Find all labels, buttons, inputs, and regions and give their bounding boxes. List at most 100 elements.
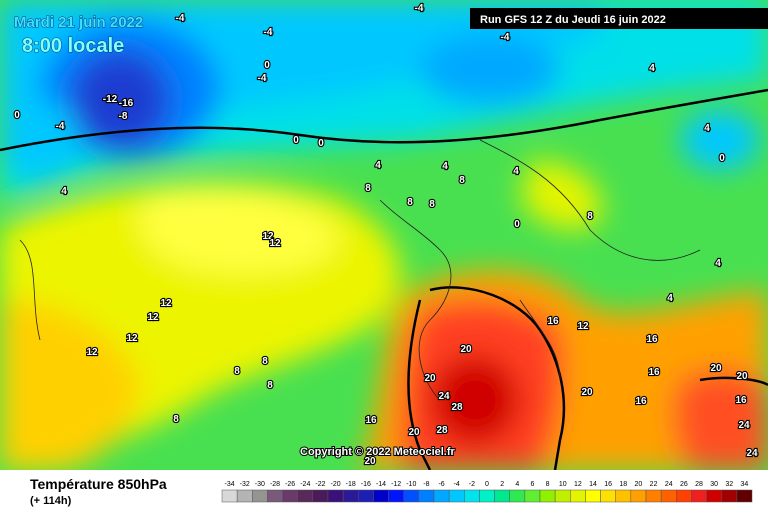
scale-label: 24 [665,481,673,488]
contour-label: 4 [442,161,448,172]
scale-label: 2 [500,481,504,488]
contour-label: -4 [258,73,267,84]
contour-label: 12 [126,333,138,344]
scale-label: -14 [376,481,386,488]
contour-label: 0 [14,110,20,121]
scale-swatch [327,489,344,503]
contour-label: 20 [364,456,376,467]
scale-label: 22 [650,481,658,488]
scale-label: -2 [469,481,475,488]
scale-label: 20 [635,481,643,488]
copyright: Copyright © 2022 Meteociel.fr [300,446,456,458]
scale-swatch [570,489,586,503]
scale-swatch [388,489,404,503]
isotherms [0,88,768,471]
contour-label: -4 [176,13,185,24]
contour-label: -16 [119,98,134,109]
scale-label: -20 [331,481,341,488]
scale-label: 8 [546,481,550,488]
contour-label: 16 [547,316,559,327]
contour-label: -4 [501,32,510,43]
scale-label: -4 [454,481,460,488]
scale-swatch [615,489,632,503]
contour-label: 0 [514,219,520,230]
scale-label: -8 [423,481,429,488]
scale-swatch [433,489,450,503]
contour-label: 24 [738,420,750,431]
contour-label: 12 [86,347,98,358]
contour-label: -4 [56,121,65,132]
contour-label: 16 [635,396,647,407]
contour-label: 24 [438,391,450,402]
contour-label: 16 [365,415,377,426]
scale-label: 30 [710,481,718,488]
contour-label: 16 [735,395,747,406]
coastlines [19,139,701,401]
contour-label: 0 [719,153,725,164]
scale-swatch [721,489,738,503]
scale-swatch [252,489,268,503]
scale-label: 16 [604,481,612,488]
contour-label: 20 [424,373,436,384]
scale-swatch [418,489,435,503]
contour-label: 16 [648,367,660,378]
scale-label: -28 [270,481,280,488]
scale-label: 26 [680,481,688,488]
scale-swatch [645,489,662,503]
contour-label: -12 [103,94,118,105]
scale-label: -6 [438,481,444,488]
scale-swatch [221,489,238,503]
scale-swatch [358,489,374,503]
scale-label: 12 [574,481,582,488]
contour-label: 8 [267,380,273,391]
contour-label: 8 [429,199,435,210]
scale-label: -16 [361,481,371,488]
contour-label: 20 [408,427,420,438]
contour-label: 12 [262,231,274,242]
scale-swatch [464,489,480,503]
scale-label: 14 [589,481,597,488]
contour-label: 28 [436,425,448,436]
scale-label: 10 [559,481,567,488]
run-box [470,8,768,29]
contour-label: 20 [460,344,472,355]
lead-time: (+ 114h) [30,495,72,507]
scale-label: -24 [300,481,310,488]
temperature-field [0,0,768,470]
scale-swatch [524,489,541,503]
contour-label: 8 [459,175,465,186]
scale-swatch [373,489,389,503]
scale-swatch [342,489,359,503]
contour-label: 24 [746,448,758,459]
scale-label: -18 [346,481,356,488]
scale-label: 34 [741,481,749,488]
contour-label: 20 [581,387,593,398]
scale-label: -32 [240,481,250,488]
contour-label: 12 [577,321,589,332]
scale-swatch [509,489,526,503]
contour-label: 0 [293,135,299,146]
scale-label: 32 [725,481,733,488]
scale-label: 4 [515,481,519,488]
scale-label: -12 [391,481,401,488]
scale-swatch [297,489,314,503]
scale-swatch [600,489,616,503]
scale-swatch [585,489,601,503]
contour-label: 12 [147,312,159,323]
contour-label: 8 [262,356,268,367]
scale-swatch [494,489,510,503]
contour-label: 4 [513,166,519,177]
scale-swatch [676,489,692,503]
scale-label: -34 [225,481,235,488]
contour-label: 20 [710,363,722,374]
contour-label: 8 [587,211,593,222]
contour-label: 20 [736,371,748,382]
scale-swatch [267,489,283,503]
contour-label: 8 [173,414,179,425]
scale-swatch [312,489,329,503]
footer-title: Température 850hPa [30,476,167,492]
contour-label: 4 [375,160,381,171]
scale-swatch [691,489,707,503]
contour-label: 12 [160,298,172,309]
